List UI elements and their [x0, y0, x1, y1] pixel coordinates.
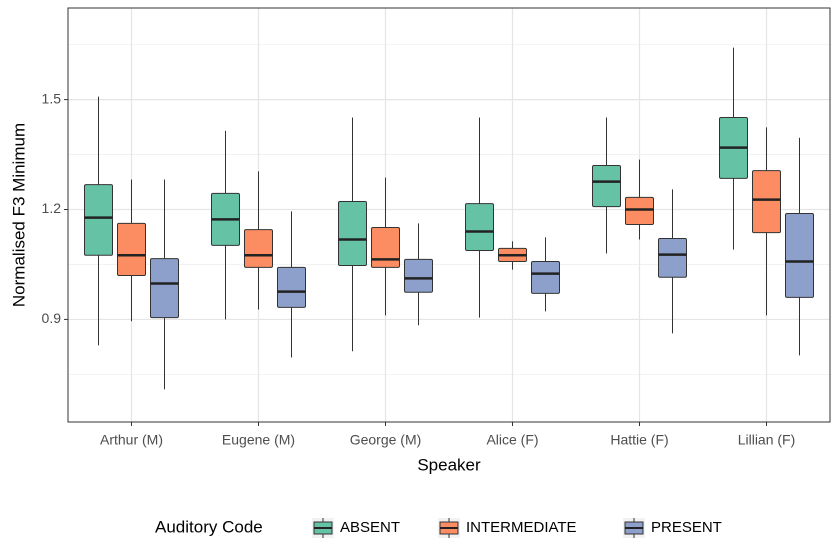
panel-border	[67, 7, 831, 423]
y-tick-label: 1.5	[42, 90, 62, 106]
marks	[84, 47, 814, 390]
x-tick-label: Alice (F)	[486, 432, 538, 448]
x-tick-label: Lillian (F)	[738, 432, 796, 448]
box	[277, 266, 306, 308]
box	[117, 222, 146, 276]
legend-title: Auditory Code	[155, 517, 263, 536]
panel	[68, 8, 830, 422]
x-axis-title: Speaker	[417, 455, 481, 474]
x-tick-label: Eugene (M)	[222, 432, 295, 448]
box	[785, 213, 814, 298]
box	[371, 226, 400, 268]
box	[465, 203, 494, 252]
x-tick-label: Arthur (M)	[100, 432, 163, 448]
x-tick-label: George (M)	[350, 432, 422, 448]
x-tick-label: Hattie (F)	[610, 432, 668, 448]
y-axis-title: Normalised F3 Minimum	[9, 123, 28, 307]
box	[625, 196, 654, 226]
legend-label: INTERMEDIATE	[466, 519, 577, 536]
legend-label: PRESENT	[651, 519, 722, 536]
legend: Auditory Code ABSENT INTERMEDIATE PRESENT	[155, 517, 722, 538]
box	[84, 184, 113, 256]
y-tick-label: 0.9	[42, 310, 62, 326]
y-tick-label: 1.2	[42, 200, 62, 216]
box	[150, 258, 179, 319]
box	[404, 258, 433, 293]
box	[752, 170, 781, 234]
box	[658, 237, 687, 278]
box	[338, 200, 367, 267]
box	[592, 165, 621, 208]
legend-label: ABSENT	[340, 519, 400, 536]
box	[531, 261, 560, 294]
box	[244, 229, 273, 268]
